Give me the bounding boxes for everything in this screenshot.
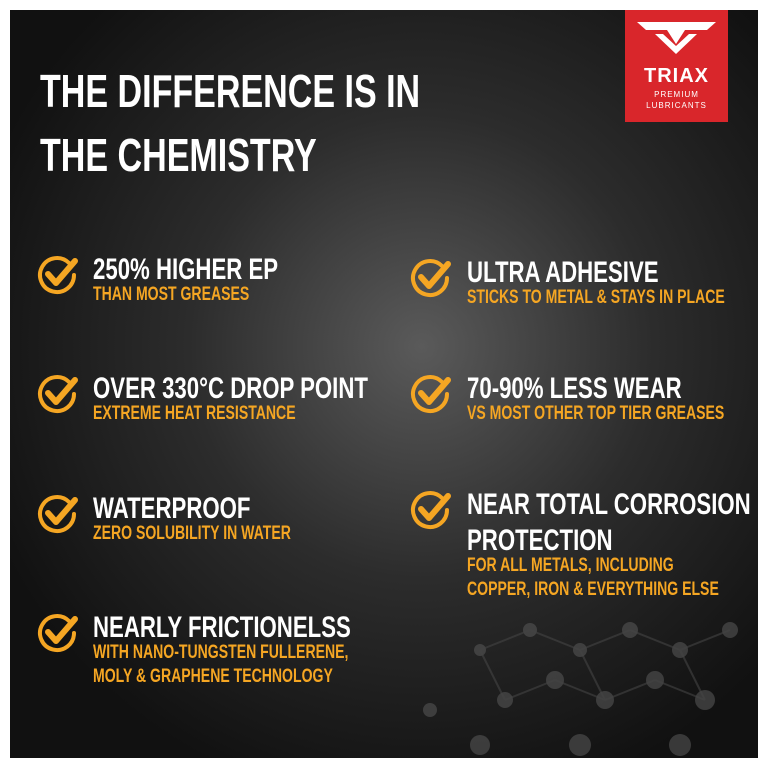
title: THE DIFFERENCE IS IN bbox=[40, 65, 421, 117]
banner: TRIAX PREMIUM LUBRICANTS THE DIFFERENCE … bbox=[10, 10, 758, 758]
brand-tagline: PREMIUM bbox=[654, 90, 699, 99]
feature-detail: WITH NANO-TUNGSTEN FULLERENE, bbox=[93, 642, 349, 663]
feature-heading: OVER 330°C DROP POINT bbox=[93, 372, 368, 405]
feature-detail: STICKS TO METAL & STAYS IN PLACE bbox=[467, 287, 725, 308]
check-icon bbox=[38, 375, 78, 414]
check-icon bbox=[411, 259, 451, 298]
check-icon bbox=[38, 495, 78, 534]
feature-heading: 250% HIGHER EP bbox=[93, 253, 279, 286]
feature-heading: WATERPROOF bbox=[93, 492, 251, 525]
feature-heading: 70-90% LESS WEAR bbox=[467, 372, 682, 405]
check-icon bbox=[38, 614, 78, 653]
feature-heading: NEAR TOTAL CORROSION bbox=[467, 488, 751, 521]
title: THE CHEMISTRY bbox=[40, 129, 317, 181]
brand-name: TRIAX bbox=[644, 65, 709, 87]
feature-detail: THAN MOST GREASES bbox=[93, 284, 250, 305]
feature-heading: PROTECTION bbox=[467, 524, 613, 557]
brand-tagline: LUBRICANTS bbox=[646, 101, 707, 110]
feature-detail: COPPER, IRON & EVERYTHING ELSE bbox=[467, 579, 719, 600]
brand-logo: TRIAX PREMIUM LUBRICANTS bbox=[625, 10, 728, 122]
feature-detail: EXTREME HEAT RESISTANCE bbox=[93, 403, 296, 424]
feature-detail: ZERO SOLUBILITY IN WATER bbox=[93, 523, 291, 544]
check-icon bbox=[38, 256, 78, 295]
check-icon bbox=[411, 491, 451, 530]
feature-detail: FOR ALL METALS, INCLUDING bbox=[467, 555, 674, 576]
check-icon bbox=[411, 375, 451, 414]
feature-detail: VS MOST OTHER TOP TIER GREASES bbox=[467, 403, 725, 424]
molecule-decoration bbox=[423, 622, 738, 756]
logo-mark bbox=[637, 22, 716, 54]
feature-heading: NEARLY FRICTIONELSS bbox=[93, 611, 351, 644]
feature-heading: ULTRA ADHESIVE bbox=[467, 256, 659, 289]
feature-detail: MOLY & GRAPHENE TECHNOLOGY bbox=[93, 666, 333, 687]
